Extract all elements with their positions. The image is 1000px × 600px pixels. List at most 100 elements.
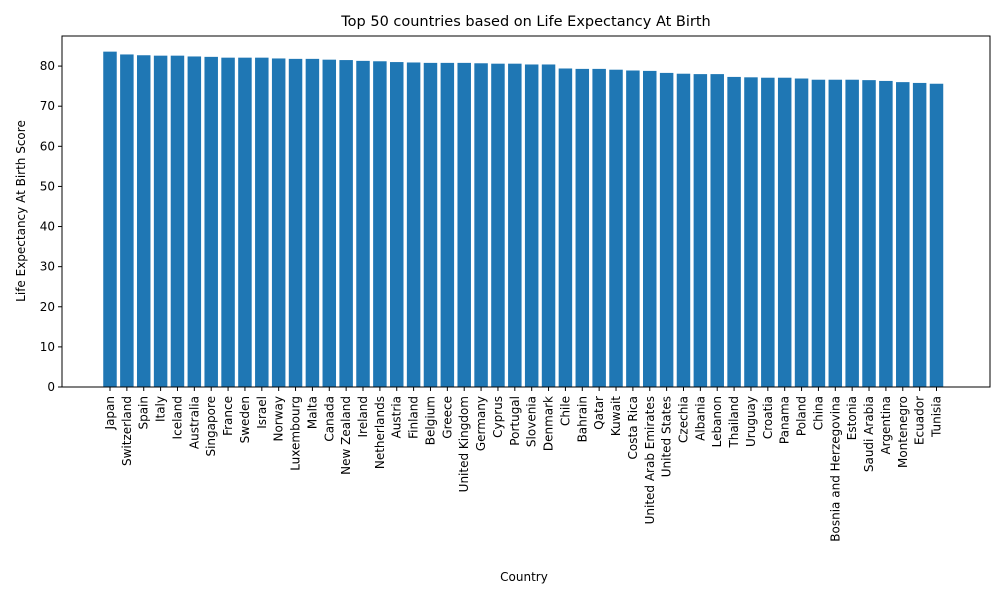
x-tick-label: Kuwait: [609, 396, 623, 436]
bar: [204, 56, 218, 388]
bar: [271, 58, 286, 388]
bar: [879, 80, 893, 388]
bar: [390, 62, 404, 387]
y-tick-label: 60: [40, 139, 55, 153]
bar: [238, 57, 252, 387]
x-tick-label: Switzerland: [120, 396, 134, 466]
bar: [811, 79, 826, 387]
plot-frame: [61, 35, 991, 388]
bar: [693, 74, 708, 388]
x-tick-label: Albania: [693, 396, 707, 441]
x-tick-label: Costa Rica: [626, 396, 640, 459]
x-tick-label: Estonia: [845, 396, 859, 440]
x-tick-label: Slovenia: [525, 396, 539, 447]
x-tick-label: Portugal: [508, 396, 522, 446]
bar: [727, 76, 741, 388]
bar: [862, 80, 876, 387]
x-tick-label: Germany: [474, 396, 488, 451]
y-tick-label: 30: [40, 260, 55, 274]
bar: [912, 82, 927, 388]
y-axis-ticks: 0 10 20 30 40 50 60 70 80: [40, 59, 62, 394]
bars-group: [103, 51, 944, 388]
x-tick-label: Iceland: [170, 396, 184, 439]
x-tick-label: Argentina: [879, 396, 893, 455]
bar: [592, 68, 606, 387]
x-tick-label: Denmark: [542, 396, 556, 451]
bar: [508, 63, 522, 388]
bar: [153, 55, 168, 387]
bar: [761, 77, 775, 387]
bar: [777, 77, 792, 387]
y-tick-label: 20: [40, 300, 55, 314]
y-tick-label: 10: [40, 340, 55, 354]
x-tick-label: Israel: [255, 396, 269, 429]
x-tick-label: France: [221, 396, 235, 436]
bar: [339, 60, 353, 387]
bar: [406, 62, 421, 387]
bar: [187, 56, 202, 388]
x-tick-label: Spain: [137, 396, 151, 430]
bar: [288, 58, 303, 388]
x-tick-label: Chile: [558, 396, 572, 426]
x-tick-label: Ireland: [356, 396, 370, 438]
x-tick-label: Czechia: [676, 396, 690, 443]
bar: [643, 70, 657, 388]
x-tick-label: United Arab Emirates: [643, 396, 657, 524]
x-tick-label: Greece: [440, 396, 454, 439]
bar: [609, 69, 623, 387]
x-tick-label: Singapore: [204, 396, 218, 457]
x-tick-label: Norway: [272, 396, 286, 442]
x-tick-label: Thailand: [727, 396, 741, 449]
bar: [896, 82, 910, 387]
bar: [423, 62, 438, 387]
x-tick-label: United Kingdom: [457, 396, 471, 492]
x-tick-label: Bahrain: [575, 396, 589, 442]
x-tick-label: Panama: [778, 396, 792, 444]
x-tick-label: Finland: [407, 396, 421, 439]
y-tick-label: 70: [40, 99, 55, 113]
x-tick-label: Malta: [305, 396, 319, 429]
bar: [356, 60, 370, 388]
bar: [120, 54, 134, 387]
x-tick-label: Japan: [103, 396, 117, 430]
bar: [255, 57, 269, 387]
x-tick-label: Australia: [187, 396, 201, 449]
x-tick-label: New Zealand: [339, 396, 353, 475]
bar: [575, 68, 590, 387]
y-tick-label: 80: [40, 59, 55, 73]
x-tick-label: Qatar: [592, 396, 606, 430]
x-tick-label: China: [811, 396, 825, 430]
bar: [676, 73, 691, 388]
bar: [322, 59, 337, 388]
bar: [457, 62, 471, 387]
bar: [710, 74, 724, 388]
bar: [558, 68, 573, 388]
x-tick-label: Sweden: [238, 396, 252, 443]
x-axis-label: Country: [500, 570, 548, 584]
x-axis-ticks: Japan Switzerland Spain Italy Iceland Austral…: [103, 387, 944, 542]
x-tick-label: Luxembourg: [289, 396, 303, 471]
x-tick-label: Croatia: [761, 396, 775, 439]
bar: [929, 83, 944, 388]
x-tick-label: Italy: [154, 396, 168, 422]
bar: [845, 79, 859, 387]
x-tick-label: Netherlands: [373, 396, 387, 469]
x-tick-label: Canada: [322, 396, 336, 442]
x-tick-label: Ecuador: [913, 396, 927, 445]
x-tick-label: Poland: [795, 396, 809, 436]
chart-title: Top 50 countries based on Life Expectanc…: [340, 14, 710, 30]
bar: [541, 64, 556, 387]
bar: [221, 57, 235, 387]
bar: [491, 63, 505, 388]
bar: [474, 63, 488, 387]
x-tick-label: United States: [660, 396, 674, 477]
bar: [373, 61, 387, 388]
x-tick-label: Montenegro: [896, 396, 910, 468]
bar: [524, 64, 539, 387]
x-tick-label: Belgium: [423, 396, 437, 445]
bar: [828, 79, 843, 387]
bar: [626, 70, 640, 387]
y-tick-label: 40: [40, 220, 55, 234]
x-tick-label: Tunisia: [930, 396, 944, 438]
